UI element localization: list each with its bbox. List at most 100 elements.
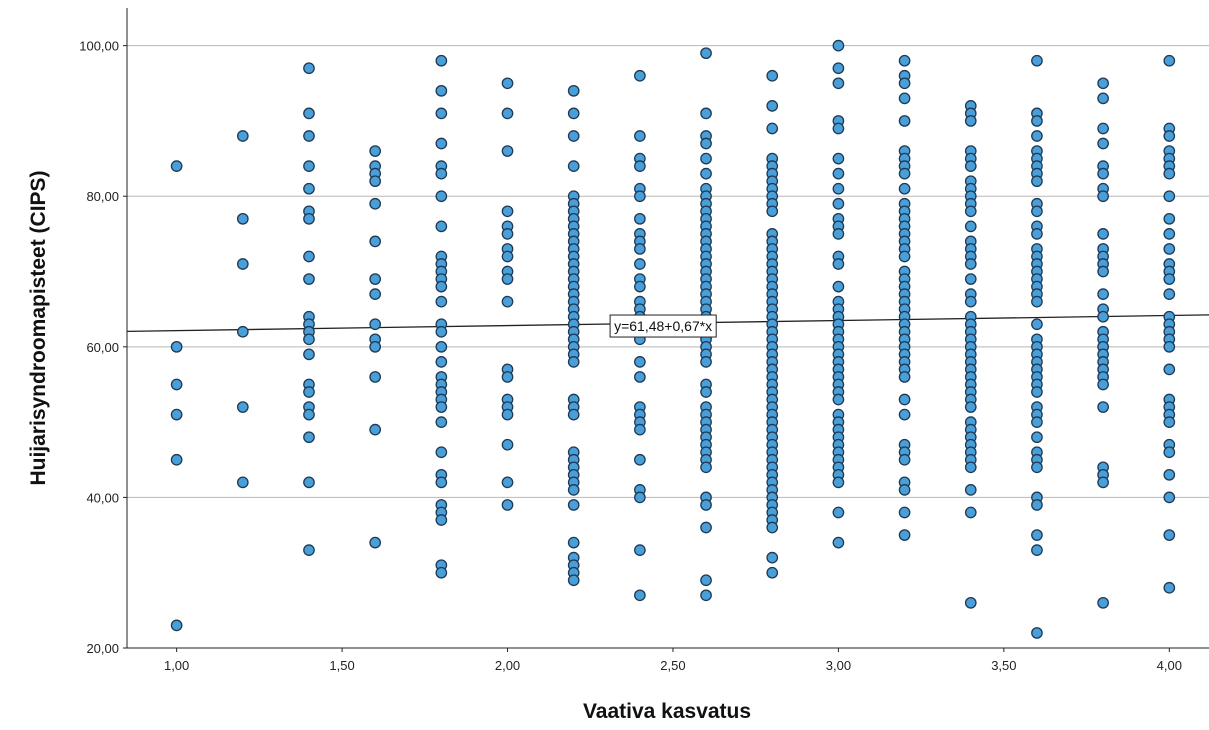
- data-point: [1097, 92, 1109, 105]
- data-point: [634, 491, 646, 504]
- data-point: [1031, 431, 1043, 444]
- data-point: [898, 92, 911, 105]
- y-tick-label: 40,00: [86, 490, 119, 505]
- data-point: [700, 107, 712, 120]
- data-point: [964, 295, 977, 308]
- data-point: [1031, 386, 1043, 398]
- data-point: [435, 325, 448, 338]
- data-point: [501, 107, 514, 120]
- data-point: [1163, 228, 1176, 240]
- data-point: [1031, 318, 1043, 331]
- data-point: [501, 476, 514, 489]
- data-point: [634, 280, 646, 293]
- data-point: [369, 318, 382, 331]
- data-point: [435, 84, 448, 97]
- data-point: [700, 589, 712, 602]
- data-point: [898, 250, 911, 263]
- data-point: [964, 401, 977, 413]
- data-point: [832, 77, 845, 90]
- data-point: [1163, 190, 1176, 203]
- data-point: [700, 167, 712, 180]
- data-point: [303, 431, 315, 444]
- data-point: [1031, 115, 1043, 127]
- data-point: [1031, 416, 1043, 428]
- data-point: [1163, 529, 1176, 541]
- data-point: [700, 499, 712, 511]
- data-point: [898, 453, 911, 466]
- x-tick-label: 2,50: [660, 658, 685, 673]
- data-point: [501, 228, 514, 240]
- data-point: [634, 258, 646, 270]
- data-point: [1097, 596, 1109, 609]
- data-point: [1031, 295, 1043, 308]
- data-point: [1163, 468, 1176, 481]
- data-point: [832, 228, 845, 240]
- data-point: [832, 167, 845, 180]
- data-point: [501, 250, 514, 263]
- data-point: [170, 619, 183, 632]
- data-point: [898, 529, 911, 541]
- x-tick-label: 2,00: [495, 658, 520, 673]
- data-point: [435, 107, 448, 120]
- data-point: [435, 54, 448, 67]
- data-point: [1163, 288, 1176, 300]
- data-point: [435, 137, 448, 150]
- data-point: [832, 280, 845, 293]
- data-point: [369, 145, 382, 157]
- data-point: [501, 371, 514, 383]
- data-point: [1163, 54, 1176, 67]
- data-point: [766, 69, 779, 82]
- data-point: [369, 175, 382, 188]
- data-point: [1031, 499, 1043, 511]
- y-tick-label: 100,00: [79, 39, 119, 54]
- data-point: [898, 77, 911, 90]
- data-point: [567, 130, 580, 142]
- data-point: [567, 484, 580, 496]
- data-point: [170, 408, 183, 421]
- x-tick-label: 1,00: [164, 658, 189, 673]
- data-point: [435, 356, 448, 368]
- data-point: [634, 453, 646, 466]
- data-point: [634, 130, 646, 142]
- data-point: [700, 386, 712, 398]
- data-point: [1031, 228, 1043, 240]
- data-point: [501, 408, 514, 421]
- data-points: [170, 39, 1176, 639]
- x-tick-label: 3,00: [826, 658, 851, 673]
- data-point: [435, 167, 448, 180]
- data-point: [303, 386, 315, 398]
- data-point: [634, 243, 646, 255]
- data-point: [1031, 461, 1043, 474]
- x-tick-label: 4,00: [1157, 658, 1182, 673]
- data-point: [964, 506, 977, 519]
- data-point: [435, 401, 448, 413]
- data-point: [898, 54, 911, 67]
- data-point: [1097, 401, 1109, 413]
- data-point: [303, 408, 315, 421]
- data-point: [303, 544, 315, 556]
- data-point: [700, 356, 712, 368]
- data-point: [634, 356, 646, 368]
- data-point: [567, 499, 580, 511]
- data-point: [700, 574, 712, 587]
- data-point: [303, 62, 315, 75]
- data-point: [435, 295, 448, 308]
- data-point: [832, 197, 845, 210]
- data-point: [303, 182, 315, 195]
- data-point: [634, 423, 646, 436]
- data-point: [832, 152, 845, 165]
- data-point: [170, 160, 183, 172]
- y-axis-title: Huijarisyndroomapisteet (CIPS): [27, 170, 50, 485]
- data-point: [1163, 416, 1176, 428]
- data-point: [964, 160, 977, 172]
- data-point: [435, 190, 448, 203]
- data-point: [369, 371, 382, 383]
- data-point: [303, 333, 315, 346]
- data-point: [1031, 544, 1043, 556]
- y-tick-label: 20,00: [86, 641, 119, 656]
- data-point: [1163, 243, 1176, 255]
- data-point: [236, 476, 249, 489]
- data-point: [634, 544, 646, 556]
- data-point: [1097, 228, 1109, 240]
- data-point: [766, 100, 779, 112]
